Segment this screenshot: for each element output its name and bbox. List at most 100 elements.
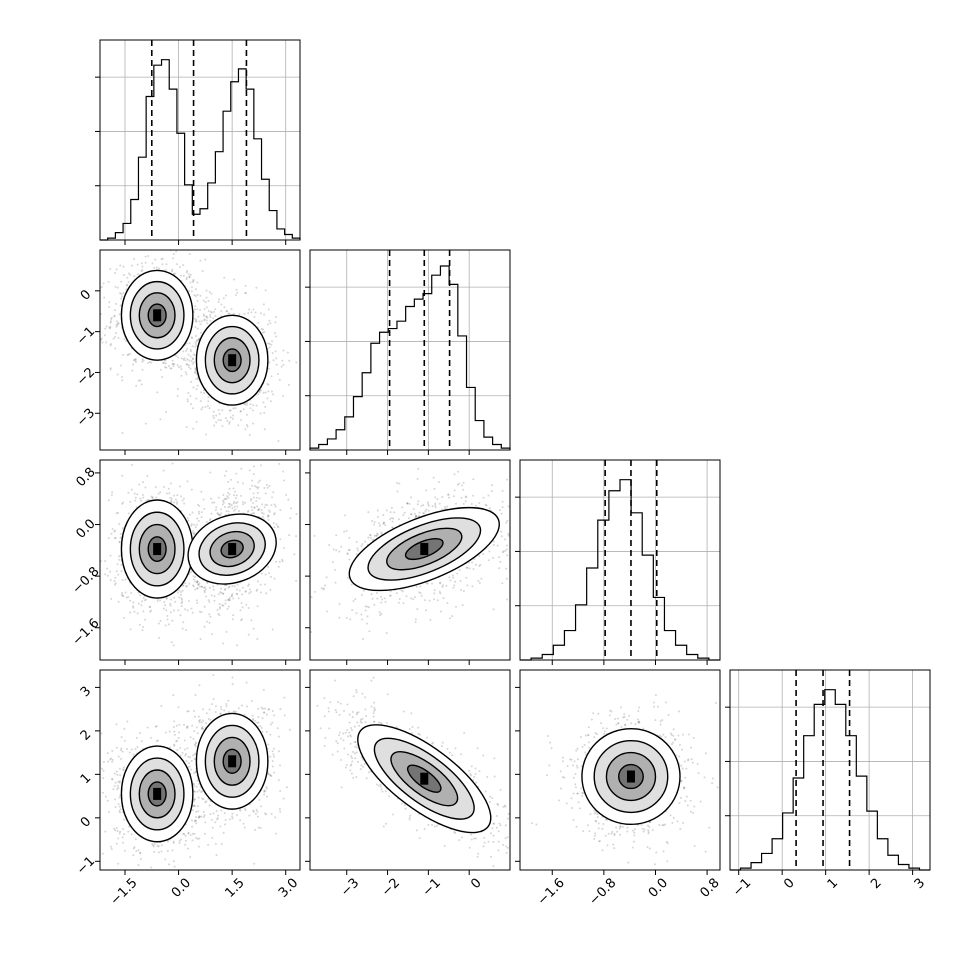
scatter-point [206,322,209,325]
scatter-point [157,267,160,270]
scatter-point [164,362,167,365]
scatter-point [220,512,223,515]
scatter-point [122,828,125,831]
scatter-point [259,583,262,586]
scatter-point [465,566,468,569]
scatter-point [132,854,135,857]
scatter-point [264,503,267,506]
scatter-point [462,589,465,592]
scatter-point [180,597,183,600]
scatter-point [182,358,185,361]
scatter-point [120,295,123,298]
scatter-point [194,341,197,344]
scatter-point [256,505,259,508]
scatter-point [410,597,413,600]
scatter-point [193,371,196,374]
scatter-point [119,774,122,777]
scatter-point [109,320,112,323]
scatter-point [231,417,234,420]
scatter-point [295,579,298,582]
scatter-point [176,247,178,249]
scatter-point [116,563,119,566]
scatter-point [217,593,220,596]
scatter-point [262,401,265,404]
scatter-point [528,507,530,509]
scatter-point [248,434,251,437]
scatter-point [270,390,273,393]
scatter-point [123,727,126,730]
scatter-point [127,595,130,598]
scatter-point [236,644,239,647]
scatter-point [189,355,192,358]
scatter-point [269,322,272,325]
scatter-point [279,509,282,512]
scatter-point [196,587,199,590]
scatter-point [209,615,212,618]
scatter-point [263,506,266,509]
scatter-point [223,306,226,309]
scatter-point [169,602,172,605]
scatter-point [452,586,455,589]
scatter-point [477,579,480,582]
scatter-point [281,359,284,362]
scatter-point [194,588,197,591]
scatter-point [379,614,382,617]
scatter-point [172,365,175,368]
scatter-point [207,599,210,602]
scatter-point [501,500,504,503]
scatter-point [185,349,188,352]
scatter-point [113,335,116,338]
scatter-point [121,527,124,530]
scatter-point [209,471,212,474]
density-peak-0 [153,543,162,556]
scatter-point [157,622,160,625]
scatter-point [227,605,230,608]
scatter-point [166,618,169,621]
scatter-point [162,607,165,610]
scatter-point [115,268,118,271]
scatter-point [441,508,444,511]
scatter-point [114,576,117,579]
scatter-point [231,593,234,596]
scatter-point [225,497,228,500]
scatter-point [182,497,185,500]
scatter-point [275,523,278,526]
scatter-point [192,353,195,356]
scatter-point [238,589,241,592]
scatter-point [117,322,120,325]
scatter-point [227,496,230,499]
scatter-point [200,511,203,514]
scatter-point [364,609,367,612]
scatter-point [258,497,261,500]
scatter-point [345,617,348,620]
scatter-point [384,600,387,603]
scatter-point [227,598,230,601]
scatter-point [271,352,274,355]
scatter-point [473,558,476,561]
scatter-point [498,567,501,570]
scatter-point [434,496,437,499]
scatter-point [236,505,239,508]
scatter-point [190,524,193,527]
scatter-point [180,368,183,371]
scatter-point [396,490,399,493]
scatter-point [149,610,152,613]
scatter-point [273,503,276,506]
scatter-point [191,345,194,348]
scatter-point [434,502,437,505]
scatter-point [221,503,224,506]
scatter-point [120,563,123,566]
scatter-point [458,482,461,485]
scatter-point [118,541,121,544]
scatter-panel-1-2 [305,459,530,665]
scatter-point [465,576,468,579]
scatter-point [195,339,198,342]
scatter-point [154,486,157,489]
scatter-point [180,598,183,601]
scatter-point [169,611,172,614]
scatter-point [264,405,267,408]
scatter-point [273,513,276,516]
scatter-point [266,486,269,489]
scatter-point [186,347,189,350]
scatter-point [441,495,444,498]
